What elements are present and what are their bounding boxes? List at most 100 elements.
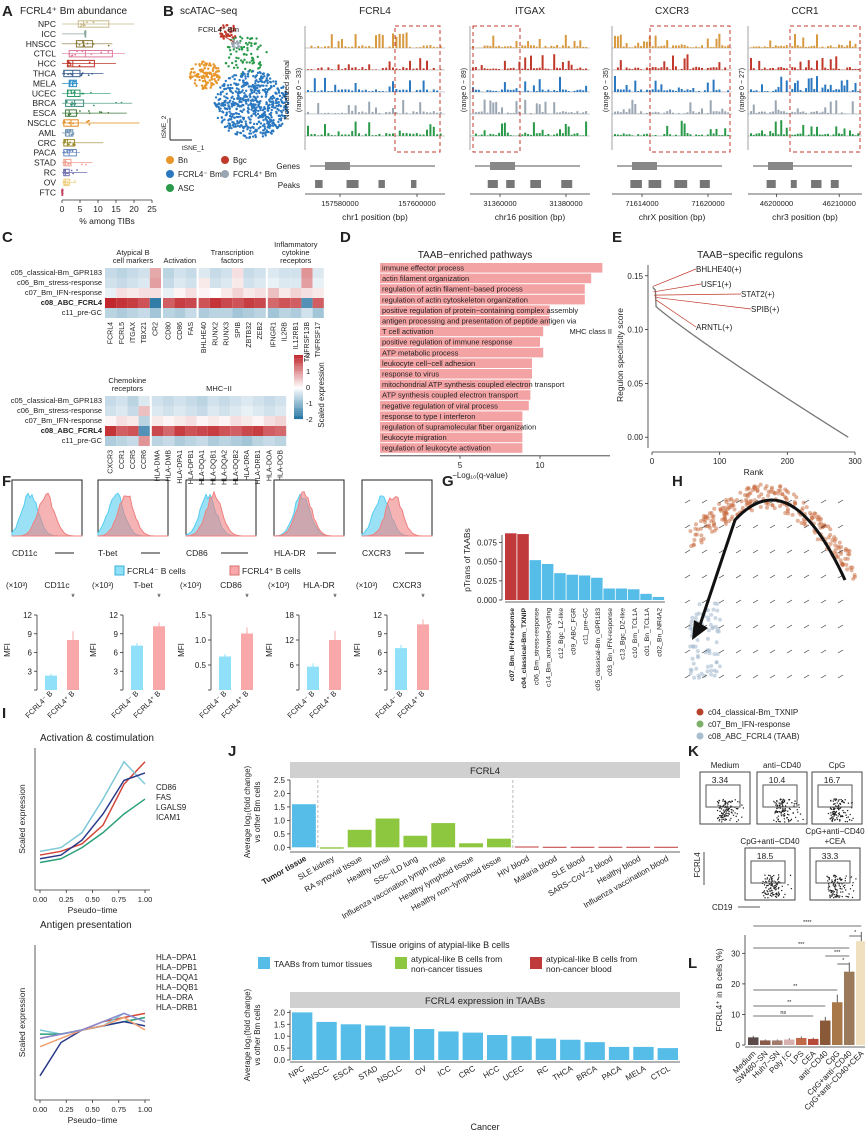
signal-peak bbox=[368, 45, 371, 48]
signal-peak bbox=[351, 46, 354, 48]
velocity-arrow bbox=[701, 574, 708, 579]
signal-peak bbox=[835, 89, 838, 92]
flow-event bbox=[830, 814, 832, 816]
label-leader bbox=[653, 283, 702, 293]
cell-point bbox=[706, 615, 711, 620]
cell-point bbox=[257, 127, 260, 130]
signal-peak bbox=[550, 45, 553, 48]
cell-point bbox=[281, 122, 284, 126]
cell-point bbox=[249, 126, 252, 130]
heatmap-cell bbox=[127, 406, 139, 416]
cell-point bbox=[228, 125, 232, 128]
cell-point bbox=[782, 494, 787, 499]
cell-point bbox=[254, 110, 257, 114]
tick-label: 20 bbox=[731, 980, 740, 989]
flow-event bbox=[786, 813, 789, 816]
cell-point bbox=[817, 522, 822, 527]
signal-peak bbox=[718, 111, 721, 114]
data-point bbox=[70, 133, 73, 136]
flow-event bbox=[790, 818, 793, 821]
flow-event bbox=[831, 880, 834, 883]
legend-swatch bbox=[395, 957, 407, 969]
peak-block bbox=[674, 180, 688, 188]
condition-label: anti−CD40 bbox=[763, 761, 802, 770]
signal-peak bbox=[541, 129, 544, 136]
signal-peak bbox=[492, 90, 495, 92]
unit-label: (×10³) bbox=[180, 581, 202, 590]
signal-peak bbox=[330, 113, 333, 114]
signal-peak bbox=[625, 85, 628, 92]
signal-peak bbox=[843, 113, 846, 114]
velocity-arrow bbox=[718, 624, 725, 629]
heatmap-cell bbox=[116, 298, 128, 308]
flow-event bbox=[771, 890, 773, 892]
signal-peak bbox=[648, 67, 651, 70]
cell-point bbox=[815, 517, 820, 522]
cell-point bbox=[245, 95, 249, 98]
tick-label: 31360000 bbox=[483, 199, 516, 208]
flow-event bbox=[764, 897, 766, 899]
cell-point bbox=[212, 63, 215, 66]
signal-peak bbox=[538, 38, 541, 48]
signal-peak bbox=[651, 46, 654, 48]
flow-event bbox=[834, 799, 836, 802]
cell-point bbox=[260, 79, 263, 82]
signal-peak bbox=[378, 112, 381, 114]
flow-event bbox=[721, 815, 723, 817]
cell-point bbox=[244, 41, 248, 45]
transition-bar bbox=[529, 560, 542, 600]
signal-peak bbox=[422, 111, 425, 114]
signal-peak bbox=[398, 130, 401, 136]
cell-point bbox=[705, 608, 710, 613]
cell-point bbox=[264, 92, 268, 96]
signal-peak bbox=[553, 89, 556, 92]
heatmap-cell bbox=[290, 268, 302, 278]
axis-label: pTrans of TAABs bbox=[462, 528, 472, 592]
cell-point bbox=[843, 556, 848, 561]
heatmap-cell bbox=[230, 426, 242, 436]
gate-percentage: 33.3 bbox=[822, 851, 839, 861]
signal-peak bbox=[489, 133, 492, 136]
signal-peak bbox=[492, 68, 495, 70]
cell-point bbox=[267, 120, 270, 124]
heatmap-cell bbox=[151, 416, 163, 426]
heatmap-cell bbox=[263, 396, 275, 406]
signal-peak bbox=[835, 47, 838, 48]
signal-peak bbox=[724, 111, 727, 114]
cell-point bbox=[828, 541, 833, 546]
pathway-bar bbox=[380, 432, 523, 443]
flow-event bbox=[770, 892, 772, 894]
signal-peak bbox=[327, 46, 330, 48]
category-label: c14_Bm_activated-cycling bbox=[546, 608, 553, 687]
data-point bbox=[66, 130, 69, 133]
chart-title: CD11c bbox=[44, 580, 70, 590]
tick-label: 2.0 bbox=[274, 789, 286, 798]
cell-point bbox=[229, 27, 232, 30]
cancer-bar bbox=[340, 1024, 362, 1060]
flow-event bbox=[835, 875, 838, 878]
cell-point bbox=[234, 112, 238, 115]
velocity-arrow bbox=[786, 624, 793, 629]
signal-peak bbox=[683, 45, 686, 48]
velocity-arrow bbox=[803, 524, 810, 529]
signal-peak bbox=[576, 89, 579, 92]
signal-peak bbox=[686, 89, 689, 92]
cell-point bbox=[813, 511, 818, 516]
signal-peak bbox=[785, 45, 788, 48]
cell-point bbox=[270, 116, 273, 119]
colorbar-segment bbox=[294, 406, 303, 408]
legend-label: atypical-like B cells from bbox=[546, 954, 637, 964]
cell-point bbox=[232, 28, 236, 32]
tick-label: 0.0 bbox=[274, 843, 286, 852]
pathway-label: ATP metabolic process bbox=[382, 348, 459, 357]
signal-peak bbox=[354, 105, 357, 114]
gene-legend-label: HLA−DPA1 bbox=[156, 953, 197, 962]
signal-peak bbox=[796, 133, 799, 136]
signal-peak bbox=[799, 89, 802, 92]
cell-point bbox=[226, 84, 230, 87]
transition-bar bbox=[652, 596, 665, 600]
heatmap-cell bbox=[254, 308, 266, 318]
signal-peak bbox=[429, 45, 432, 48]
signal-peak bbox=[706, 38, 709, 48]
signal-peak bbox=[564, 111, 567, 114]
